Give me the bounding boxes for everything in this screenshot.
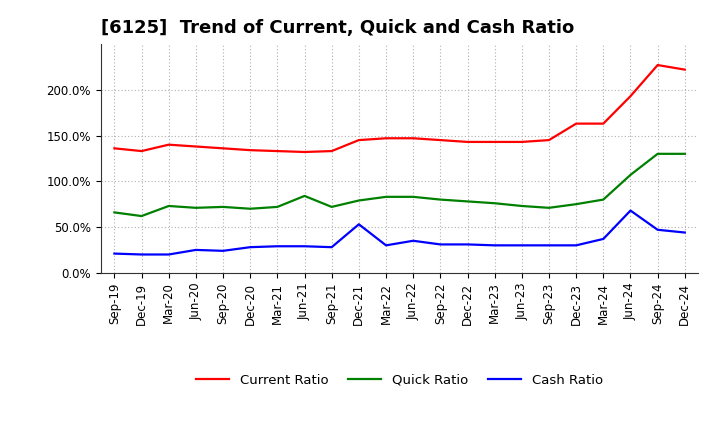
Current Ratio bbox=[273, 148, 282, 154]
Cash Ratio bbox=[110, 251, 119, 256]
Current Ratio bbox=[110, 146, 119, 151]
Current Ratio bbox=[599, 121, 608, 126]
Cash Ratio bbox=[138, 252, 146, 257]
Quick Ratio bbox=[273, 204, 282, 209]
Quick Ratio bbox=[572, 202, 580, 207]
Current Ratio bbox=[354, 137, 363, 143]
Cash Ratio bbox=[680, 230, 689, 235]
Cash Ratio bbox=[518, 243, 526, 248]
Quick Ratio bbox=[138, 213, 146, 219]
Cash Ratio bbox=[328, 245, 336, 250]
Legend: Current Ratio, Quick Ratio, Cash Ratio: Current Ratio, Quick Ratio, Cash Ratio bbox=[192, 368, 608, 392]
Cash Ratio bbox=[490, 243, 499, 248]
Current Ratio bbox=[490, 139, 499, 145]
Quick Ratio bbox=[246, 206, 255, 211]
Current Ratio bbox=[164, 142, 173, 147]
Quick Ratio bbox=[545, 205, 554, 210]
Quick Ratio bbox=[436, 197, 445, 202]
Quick Ratio bbox=[328, 204, 336, 209]
Cash Ratio bbox=[545, 243, 554, 248]
Quick Ratio bbox=[626, 172, 635, 177]
Line: Cash Ratio: Cash Ratio bbox=[114, 211, 685, 254]
Quick Ratio bbox=[463, 199, 472, 204]
Quick Ratio bbox=[409, 194, 418, 199]
Cash Ratio bbox=[246, 245, 255, 250]
Cash Ratio bbox=[192, 247, 200, 253]
Current Ratio bbox=[300, 149, 309, 154]
Cash Ratio bbox=[164, 252, 173, 257]
Current Ratio bbox=[518, 139, 526, 145]
Quick Ratio bbox=[219, 204, 228, 209]
Quick Ratio bbox=[192, 205, 200, 210]
Current Ratio bbox=[680, 67, 689, 72]
Cash Ratio bbox=[354, 222, 363, 227]
Current Ratio bbox=[138, 148, 146, 154]
Current Ratio bbox=[626, 94, 635, 99]
Current Ratio bbox=[409, 136, 418, 141]
Cash Ratio bbox=[300, 244, 309, 249]
Current Ratio bbox=[192, 144, 200, 149]
Cash Ratio bbox=[273, 244, 282, 249]
Current Ratio bbox=[463, 139, 472, 145]
Current Ratio bbox=[436, 137, 445, 143]
Current Ratio bbox=[328, 148, 336, 154]
Current Ratio bbox=[653, 62, 662, 68]
Cash Ratio bbox=[653, 227, 662, 232]
Quick Ratio bbox=[300, 193, 309, 198]
Current Ratio bbox=[246, 147, 255, 153]
Quick Ratio bbox=[599, 197, 608, 202]
Current Ratio bbox=[545, 137, 554, 143]
Cash Ratio bbox=[219, 248, 228, 253]
Cash Ratio bbox=[409, 238, 418, 243]
Current Ratio bbox=[219, 146, 228, 151]
Line: Current Ratio: Current Ratio bbox=[114, 65, 685, 152]
Cash Ratio bbox=[626, 208, 635, 213]
Quick Ratio bbox=[164, 203, 173, 209]
Quick Ratio bbox=[653, 151, 662, 157]
Cash Ratio bbox=[599, 236, 608, 242]
Current Ratio bbox=[572, 121, 580, 126]
Quick Ratio bbox=[110, 210, 119, 215]
Quick Ratio bbox=[518, 203, 526, 209]
Cash Ratio bbox=[436, 242, 445, 247]
Line: Quick Ratio: Quick Ratio bbox=[114, 154, 685, 216]
Cash Ratio bbox=[572, 243, 580, 248]
Text: [6125]  Trend of Current, Quick and Cash Ratio: [6125] Trend of Current, Quick and Cash … bbox=[101, 19, 574, 37]
Quick Ratio bbox=[354, 198, 363, 203]
Quick Ratio bbox=[680, 151, 689, 157]
Quick Ratio bbox=[382, 194, 390, 199]
Quick Ratio bbox=[490, 201, 499, 206]
Cash Ratio bbox=[463, 242, 472, 247]
Current Ratio bbox=[382, 136, 390, 141]
Cash Ratio bbox=[382, 243, 390, 248]
